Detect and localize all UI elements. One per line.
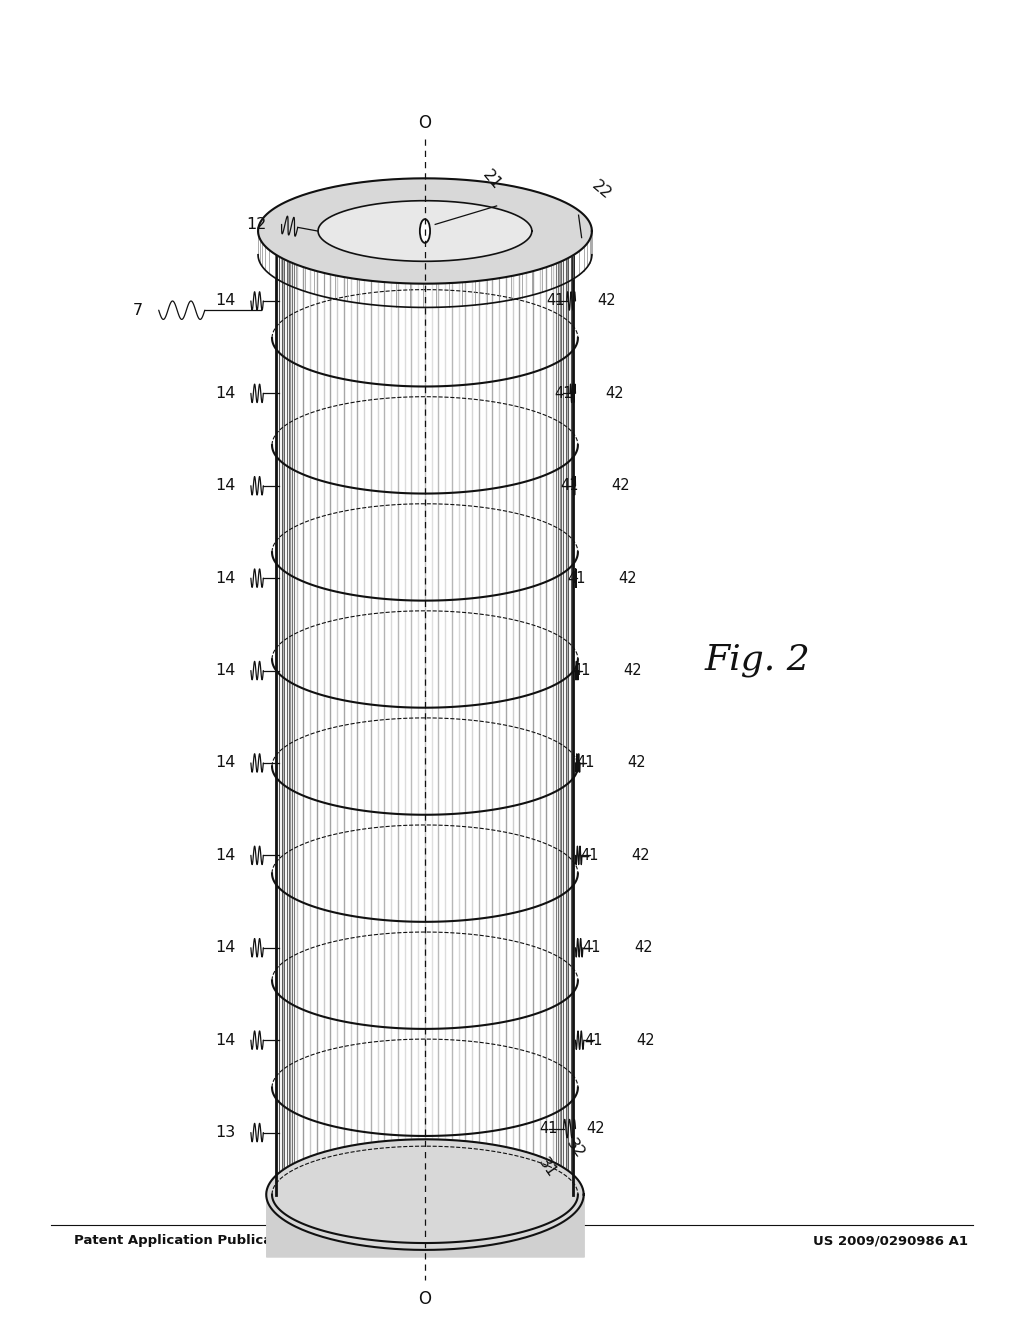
- Text: 42: 42: [618, 570, 637, 586]
- Text: 22: 22: [589, 177, 614, 202]
- Text: 41: 41: [547, 293, 565, 309]
- Text: US 2009/0290986 A1: US 2009/0290986 A1: [813, 1234, 969, 1247]
- Text: 42: 42: [605, 385, 624, 401]
- Text: Nov. 26, 2009  Sheet 2 of 16: Nov. 26, 2009 Sheet 2 of 16: [319, 1234, 530, 1247]
- Text: Fig. 2: Fig. 2: [705, 643, 811, 677]
- Text: 41: 41: [583, 940, 601, 956]
- Text: 14: 14: [215, 663, 236, 678]
- Text: 41: 41: [585, 1032, 603, 1048]
- Text: 12: 12: [246, 216, 266, 232]
- Text: 41: 41: [572, 663, 591, 678]
- Text: 41: 41: [540, 1121, 558, 1137]
- Text: 32: 32: [563, 1135, 587, 1162]
- Text: 14: 14: [215, 755, 236, 771]
- Text: 13: 13: [215, 1125, 236, 1140]
- Text: 41: 41: [554, 385, 572, 401]
- Text: 42: 42: [597, 293, 615, 309]
- Text: O: O: [419, 114, 431, 132]
- Text: 42: 42: [628, 755, 646, 771]
- Text: 42: 42: [611, 478, 630, 494]
- Polygon shape: [266, 1139, 584, 1250]
- Text: O: O: [419, 1290, 431, 1308]
- Text: 41: 41: [581, 847, 599, 863]
- Polygon shape: [318, 201, 531, 261]
- Text: 41: 41: [577, 755, 595, 771]
- Text: 42: 42: [632, 847, 650, 863]
- Polygon shape: [258, 178, 592, 284]
- Text: Patent Application Publication: Patent Application Publication: [74, 1234, 301, 1247]
- Text: 14: 14: [215, 570, 236, 586]
- Text: 14: 14: [215, 940, 236, 956]
- Ellipse shape: [420, 219, 430, 243]
- Text: 14: 14: [215, 385, 236, 401]
- Text: 31: 31: [536, 1155, 559, 1181]
- Text: 14: 14: [215, 293, 236, 309]
- Text: 41: 41: [567, 570, 586, 586]
- Text: 41: 41: [560, 478, 579, 494]
- Text: 42: 42: [636, 1032, 654, 1048]
- Text: 14: 14: [215, 847, 236, 863]
- Text: 42: 42: [624, 663, 642, 678]
- Text: 42: 42: [587, 1121, 605, 1137]
- Text: 14: 14: [215, 1032, 236, 1048]
- Text: 21: 21: [479, 168, 504, 193]
- Text: 14: 14: [215, 478, 236, 494]
- Text: 7: 7: [133, 302, 143, 318]
- Text: 42: 42: [634, 940, 652, 956]
